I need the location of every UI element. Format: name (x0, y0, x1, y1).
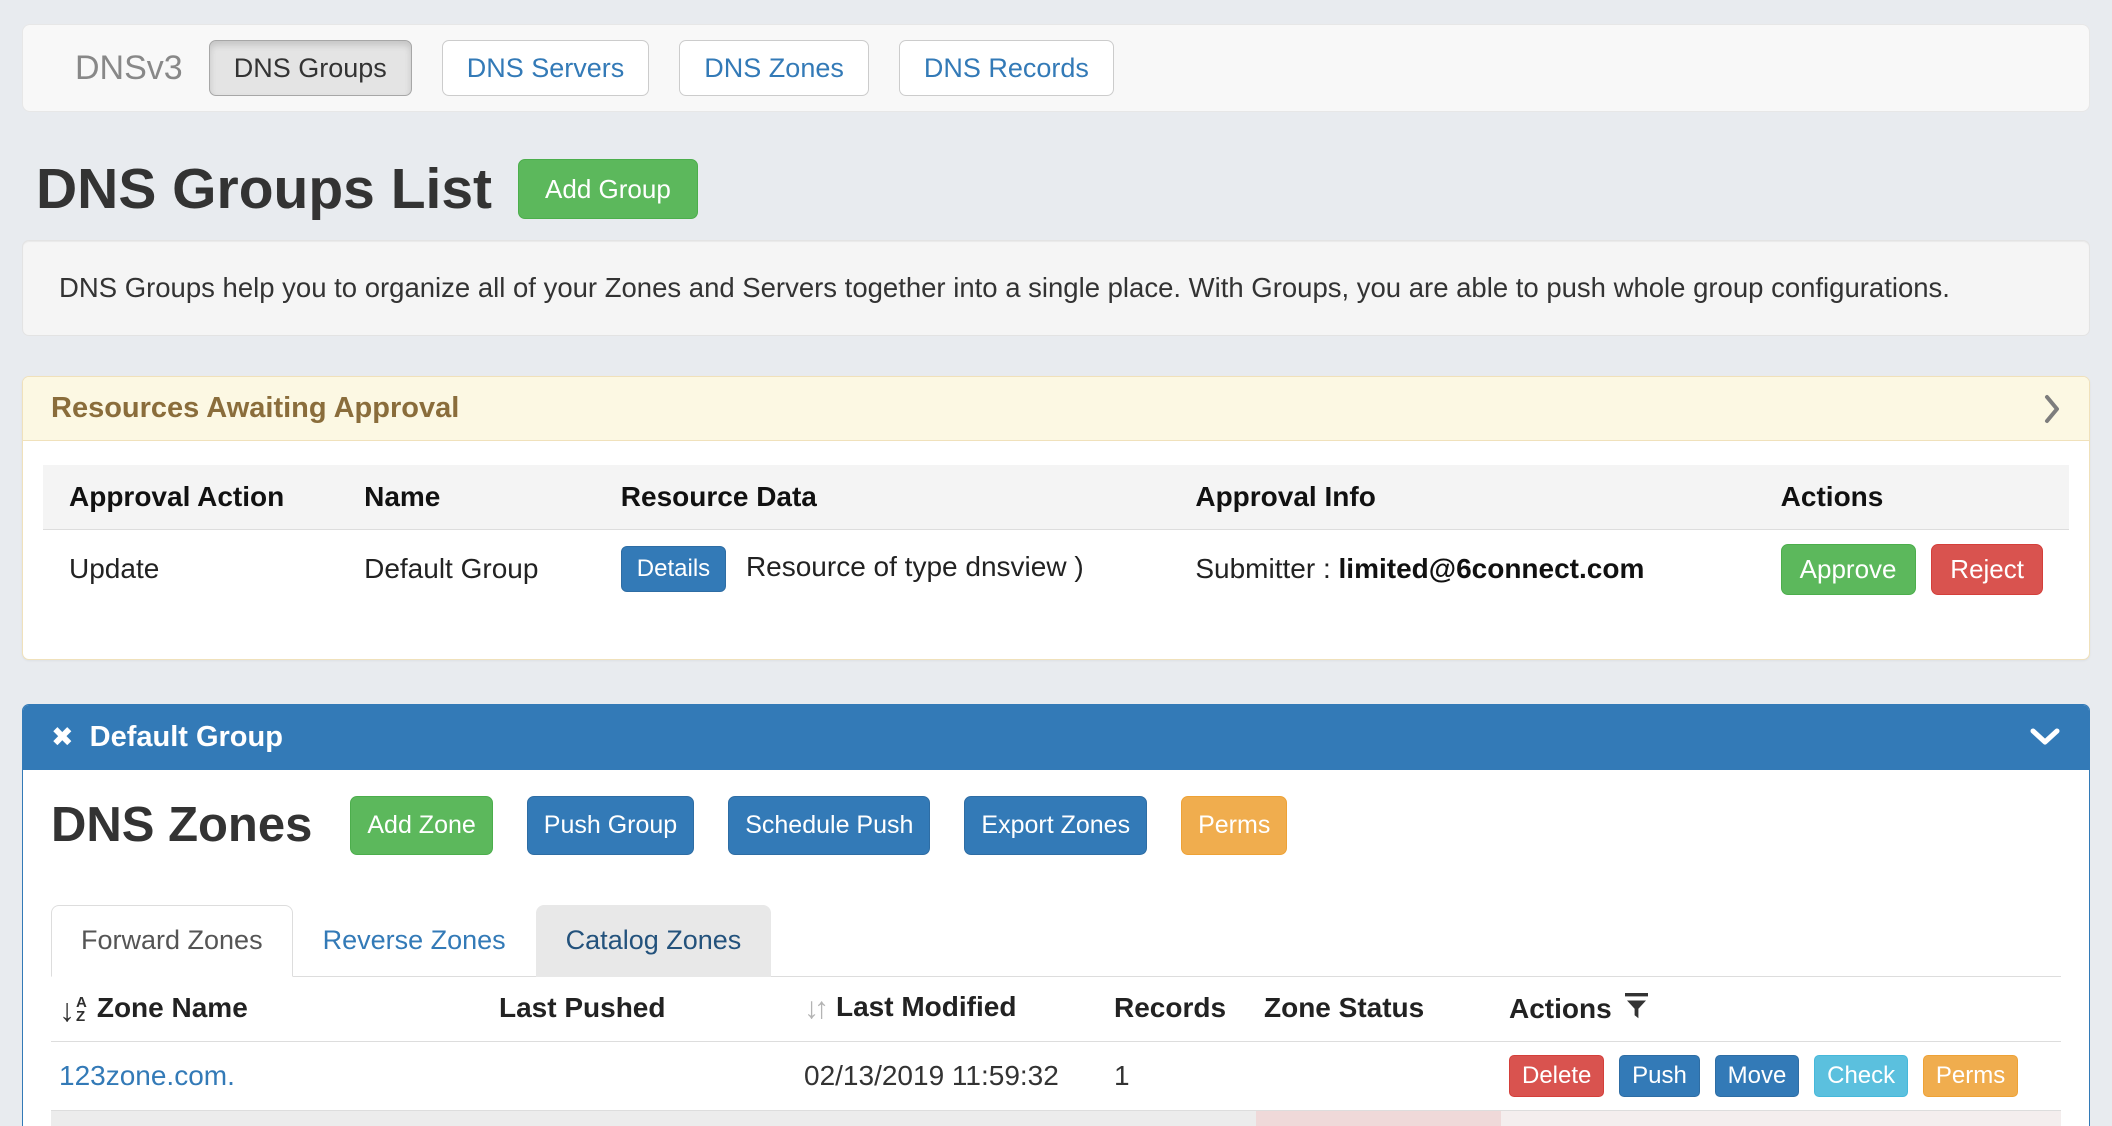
col-zone-actions: Actions (1501, 976, 2061, 1042)
records-cell: 1 (1106, 1041, 1256, 1111)
push-group-button[interactable]: Push Group (526, 795, 695, 855)
group-panel-title: Default Group (89, 720, 283, 753)
app-brand: DNSv3 (75, 48, 183, 87)
zone-name-cell: 123zone.com. (51, 1041, 491, 1111)
page-title: DNS Groups List (36, 157, 493, 221)
zone-status-error-cell (1256, 1110, 1501, 1126)
zone-tabs: Forward Zones Reverse Zones Catalog Zone… (51, 904, 2061, 977)
nav-dns-servers[interactable]: DNS Servers (441, 39, 650, 97)
col-zone-status: Zone Status (1256, 976, 1501, 1042)
approval-panel-header[interactable]: Resources Awaiting Approval (23, 377, 2089, 441)
group-panel: ✖ Default Group DNS Zones Add Zone Push … (22, 703, 2090, 1126)
perms-button[interactable]: Perms (1181, 795, 1288, 855)
sort-icon[interactable]: ↓↑ (804, 991, 829, 1025)
zone-row: 123zone.com. 02/13/2019 11:59:32 1 Delet… (51, 1041, 2061, 1111)
approval-panel-body: Approval Action Name Resource Data Appro… (23, 441, 2089, 659)
col-actions: Actions (1754, 465, 2069, 530)
add-zone-button[interactable]: Add Zone (350, 795, 493, 855)
dns-zones-heading: DNS Zones (51, 798, 313, 853)
zones-table: ↓ A Z Zone Name Last Pushed ↓↑ Last Modified… (51, 976, 2061, 1126)
tab-reverse-zones[interactable]: Reverse Zones (322, 924, 506, 955)
group-panel-body: DNS Zones Add Zone Push Group Schedule P… (23, 770, 2089, 1126)
page-header: DNS Groups List Add Group (36, 156, 2090, 222)
add-group-button[interactable]: Add Group (518, 158, 698, 220)
filter-icon[interactable] (1624, 992, 1649, 1020)
zone-push-button[interactable]: Push (1619, 1054, 1700, 1097)
tab-forward-zones[interactable]: Forward Zones (51, 904, 293, 977)
group-panel-header[interactable]: ✖ Default Group (23, 704, 2089, 770)
export-zones-button[interactable]: Export Zones (964, 795, 1148, 855)
resource-data-text: Resource of type dnsview ) (745, 551, 1084, 583)
zone-actions-cell: Delete Push Move Check Perms (1501, 1041, 2061, 1111)
partial-next-zone-row (51, 1110, 2061, 1126)
approval-action-cell: Update (69, 553, 160, 585)
chevron-right-icon (2045, 394, 2059, 423)
approval-actions-cell: Approve Reject (1755, 530, 2069, 609)
sort-alpha-asc-icon[interactable]: ↓ A Z (59, 991, 87, 1028)
col-approval-info: Approval Info (1169, 465, 1755, 530)
details-button[interactable]: Details (620, 546, 727, 593)
zone-check-button[interactable]: Check (1814, 1054, 1909, 1097)
zones-toolbar: DNS Zones Add Zone Push Group Schedule P… (51, 795, 2061, 855)
col-name: Name (338, 465, 595, 530)
approval-table-header-row: Approval Action Name Resource Data Appro… (43, 465, 2069, 530)
zone-status-cell (1256, 1041, 1501, 1111)
approve-button[interactable]: Approve (1780, 544, 1916, 595)
chevron-down-icon[interactable] (2029, 728, 2061, 746)
col-records: Records (1106, 976, 1256, 1042)
last-modified-cell: 02/13/2019 11:59:32 (796, 1041, 1106, 1111)
zones-table-header-row: ↓ A Z Zone Name Last Pushed ↓↑ Last Modified… (51, 976, 2061, 1042)
intro-text: DNS Groups help you to organize all of y… (22, 240, 2090, 336)
approval-panel-title: Resources Awaiting Approval (51, 392, 460, 424)
last-pushed-cell (491, 1041, 796, 1111)
zone-delete-button[interactable]: Delete (1509, 1054, 1605, 1097)
col-resource-data: Resource Data (594, 465, 1170, 530)
reject-button[interactable]: Reject (1931, 544, 2043, 595)
approval-table: Approval Action Name Resource Data Appro… (43, 465, 2069, 609)
tab-catalog-zones[interactable]: Catalog Zones (535, 904, 772, 977)
col-zone-name[interactable]: ↓ A Z Zone Name (51, 976, 491, 1042)
approval-panel: Resources Awaiting Approval Approval Act… (22, 376, 2090, 660)
submitter-label: Submitter : (1195, 553, 1331, 585)
col-approval-action: Approval Action (43, 465, 339, 530)
nav-dns-zones[interactable]: DNS Zones (679, 39, 869, 97)
schedule-push-button[interactable]: Schedule Push (728, 795, 931, 855)
col-last-pushed[interactable]: Last Pushed (491, 976, 796, 1042)
nav-dns-records[interactable]: DNS Records (898, 39, 1114, 97)
zone-perms-button[interactable]: Perms (1922, 1054, 2019, 1097)
approval-name-cell: Default Group (364, 553, 539, 585)
submitter-email: limited@6connect.com (1338, 553, 1645, 585)
nav-dns-groups[interactable]: DNS Groups (208, 39, 412, 97)
resource-data-cell: Details Resource of type dnsview ) (595, 530, 1170, 609)
zone-move-button[interactable]: Move (1714, 1054, 1800, 1097)
top-navbar: DNSv3 DNS Groups DNS Servers DNS Zones D… (22, 24, 2090, 112)
zone-link[interactable]: 123zone.com. (59, 1059, 235, 1091)
close-icon[interactable]: ✖ (51, 721, 74, 752)
approval-info-cell: Submitter : limited@6connect.com (1169, 530, 1754, 609)
approval-row: Update Default Group Details Resource of… (43, 530, 2069, 609)
col-last-modified[interactable]: ↓↑ Last Modified (796, 976, 1106, 1042)
